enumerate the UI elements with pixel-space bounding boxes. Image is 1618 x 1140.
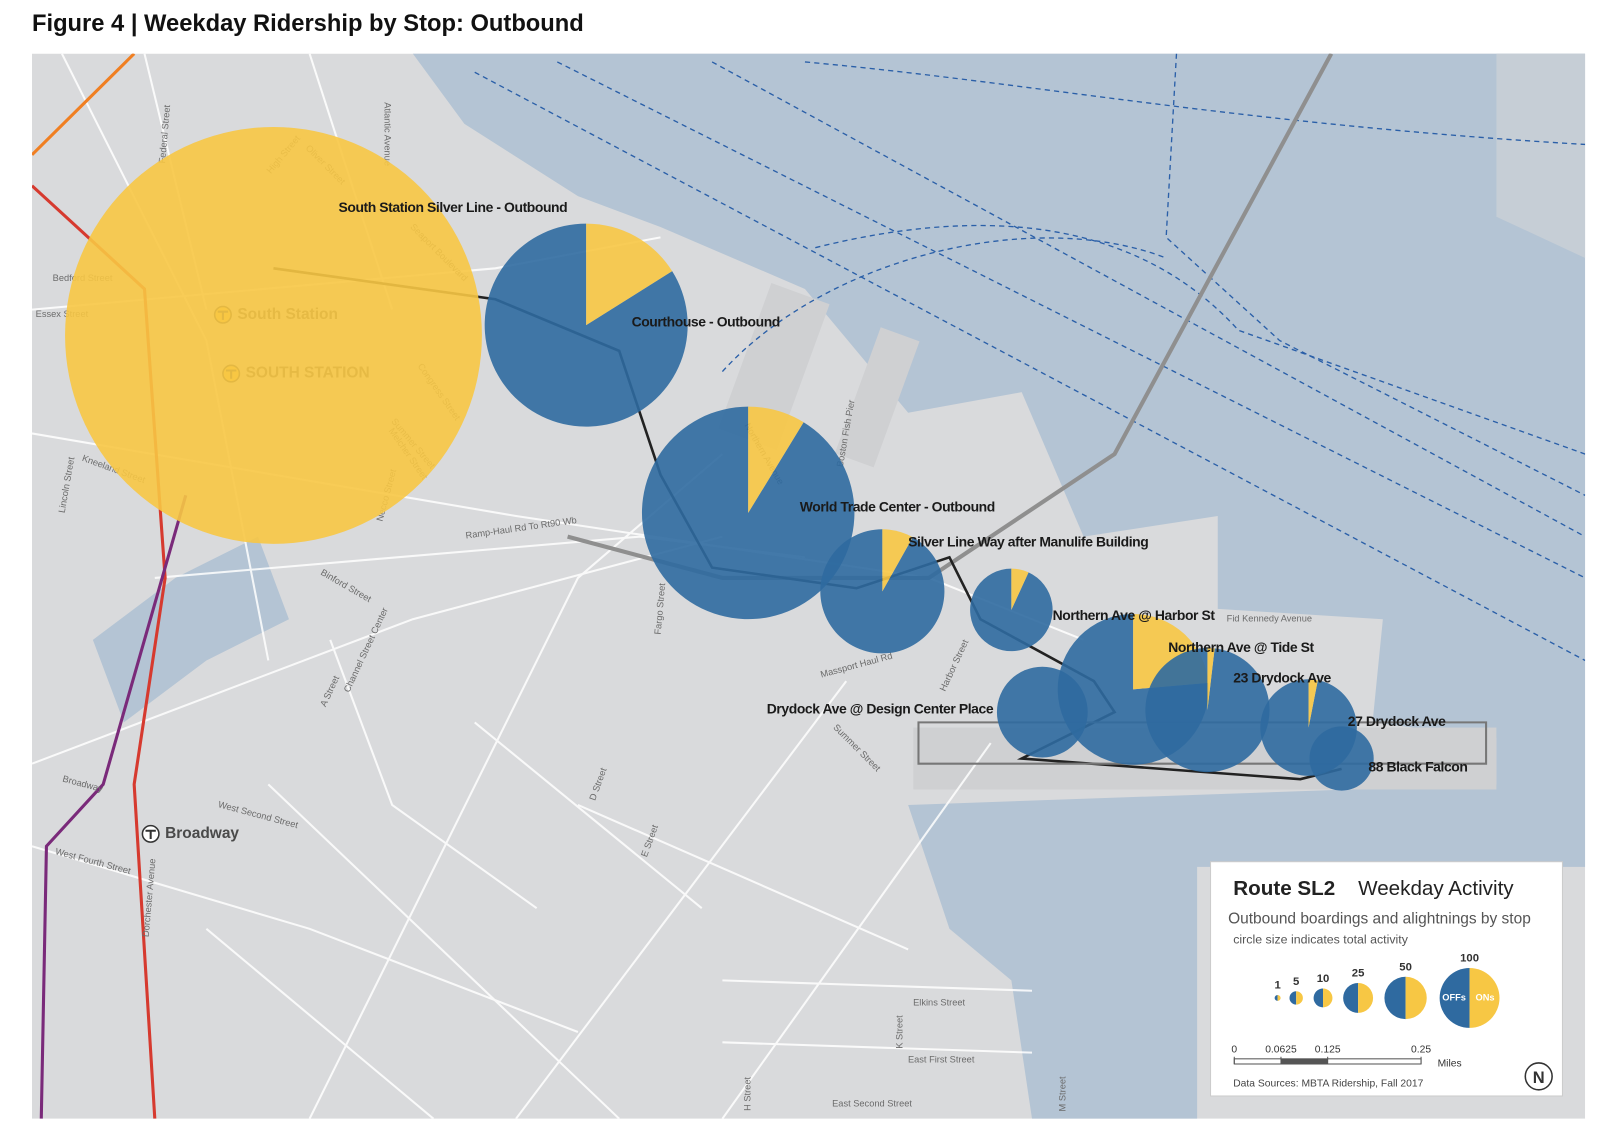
- legend-offs-half: [1274, 994, 1278, 1001]
- legend-size-label: 5: [1293, 976, 1299, 988]
- ons-wedge: [1308, 679, 1318, 728]
- street-label: Atlantic Avenue: [383, 102, 393, 166]
- stop-label: Drydock Ave @ Design Center Place: [767, 701, 994, 717]
- legend-size-label: 25: [1352, 968, 1365, 980]
- legend-ons-half: [1323, 988, 1333, 1008]
- stop-pie: [484, 223, 688, 427]
- street-label: H Street: [743, 1077, 753, 1111]
- legend-size: [1313, 988, 1333, 1008]
- offs-wedge: [970, 568, 1053, 652]
- street-label: East First Street: [908, 1054, 975, 1064]
- stop-pie: [1309, 726, 1374, 791]
- legend-note: circle size indicates total activity: [1233, 932, 1409, 946]
- legend-ons-half: [1277, 994, 1281, 1001]
- legend-offs-half: [1439, 968, 1470, 1028]
- street-label: Essex Street: [36, 309, 89, 319]
- legend-size: [1384, 976, 1427, 1020]
- ons-wedge: [1207, 647, 1215, 711]
- legend-ons-label: ONs: [1476, 992, 1495, 1002]
- stop-label: 27 Drydock Ave: [1348, 713, 1446, 729]
- ons-wedge: [882, 529, 913, 592]
- legend-size-label: 10: [1317, 973, 1330, 985]
- street-label: East Second Street: [832, 1099, 912, 1109]
- legend-size: [1343, 982, 1374, 1013]
- ons-wedge: [586, 223, 673, 326]
- legend-ons-half: [1405, 976, 1427, 1020]
- stop-label: Silver Line Way after Manulife Building: [908, 534, 1148, 550]
- legend-ons-half: [1469, 968, 1500, 1028]
- ons-wedge: [1011, 568, 1029, 610]
- ons-wedge: [65, 126, 482, 544]
- legend-offs-half: [1384, 976, 1406, 1020]
- street-label: Fargo Street: [653, 582, 667, 635]
- stop-label: Courthouse - Outbound: [632, 314, 780, 330]
- legend-size-label: 100: [1460, 953, 1479, 965]
- stop-pie: [970, 568, 1053, 652]
- street-label: K Street: [894, 1015, 904, 1049]
- stop-pie: [641, 406, 855, 620]
- legend-source: Data Sources: MBTA Ridership, Fall 2017: [1233, 1078, 1423, 1089]
- stop-pie: [65, 126, 482, 544]
- legend-offs-label: OFFs: [1442, 992, 1466, 1002]
- street-label: M Street: [1057, 1076, 1067, 1111]
- offs-wedge: [1145, 647, 1270, 773]
- legend-title-2: Weekday Activity: [1358, 877, 1514, 900]
- stop-label: 23 Drydock Ave: [1233, 670, 1331, 686]
- legend-size: [1289, 991, 1303, 1005]
- legend-subtitle: Outbound boardings and alightnings by st…: [1228, 911, 1531, 928]
- stop-label: Northern Ave @ Tide St: [1168, 639, 1314, 655]
- legend-offs-half: [1343, 982, 1359, 1013]
- legend-size: [1274, 994, 1281, 1001]
- legend-ons-half: [1296, 991, 1303, 1005]
- stop-label: Northern Ave @ Harbor St: [1053, 607, 1216, 623]
- scale-bar-fill: [1280, 1058, 1328, 1064]
- legend-offs-half: [1289, 991, 1297, 1005]
- stop-label: 88 Black Falcon: [1368, 758, 1467, 774]
- legend-ons-half: [1358, 982, 1374, 1013]
- legend-title: Route SL2: [1233, 877, 1335, 900]
- stop-label: South Station Silver Line - Outbound: [338, 199, 567, 215]
- ons-wedge: [748, 406, 804, 513]
- scale-tick-label: 0.25: [1411, 1044, 1431, 1055]
- transit-icon-t: [145, 829, 156, 840]
- stop-pie: [820, 529, 945, 654]
- stop-label: World Trade Center - Outbound: [800, 498, 995, 514]
- legend-size-label: 1: [1274, 980, 1280, 992]
- stop-pie: [1145, 647, 1270, 773]
- offs-wedge: [641, 406, 855, 620]
- figure-title: Figure 4 | Weekday Ridership by Stop: Ou…: [32, 11, 584, 37]
- north-label: N: [1533, 1069, 1545, 1087]
- legend-size: [1439, 968, 1500, 1028]
- basemap: Summer StreetCongress StreetSeaport Boul…: [31, 53, 1586, 1119]
- street-label: Fid Kennedy Avenue: [1227, 614, 1312, 624]
- scale-tick-label: 0.125: [1315, 1044, 1341, 1055]
- legend-size-label: 50: [1399, 961, 1412, 973]
- scale-tick-label: 0.0625: [1265, 1044, 1297, 1055]
- legend: Route SL2 Weekday Activity Outbound boardi…: [1210, 861, 1563, 1097]
- street-label: Elkins Street: [913, 998, 965, 1008]
- scale-unit: Miles: [1438, 1059, 1462, 1070]
- scale-tick-label: 0: [1231, 1044, 1237, 1055]
- place-label: Broadway: [165, 825, 239, 842]
- legend-offs-half: [1313, 988, 1324, 1008]
- offs-wedge: [1309, 726, 1374, 791]
- north-arrow: [1524, 1062, 1553, 1091]
